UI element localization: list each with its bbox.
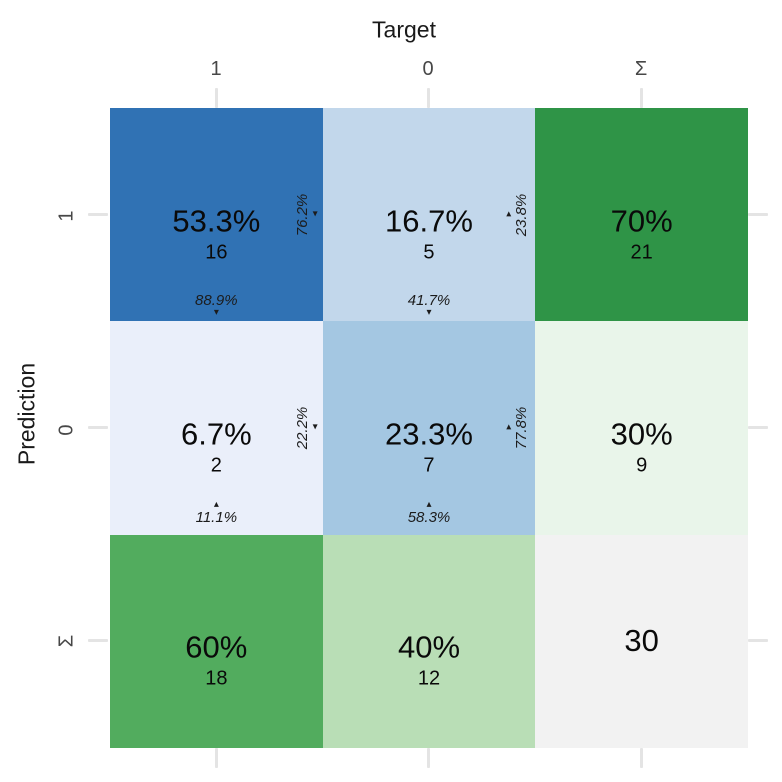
y-tick-label-sum: Σ: [55, 634, 78, 648]
cell-prediction-1-target-1: 53.3% 16 88.9% ▾ 76.2% ▾: [110, 108, 323, 322]
row-percent-label: ▴ 77.8%: [506, 407, 530, 450]
tick-mark: [88, 639, 108, 642]
cell-percent: 30%: [610, 416, 673, 452]
row-percent-label: 22.2% ▾: [294, 407, 318, 450]
tick-mark: [748, 426, 768, 429]
column-percent-value: 41.7%: [407, 292, 451, 310]
row-percent-value: 77.8%: [513, 406, 531, 450]
tick-mark: [748, 639, 768, 642]
cell-main-values: 53.3% 16: [172, 204, 260, 265]
cell-main-values: 30: [624, 624, 658, 658]
cell-main-values: 30% 9: [611, 417, 673, 478]
arrow-up-icon: ▴: [506, 208, 512, 220]
x-tick-label-1: 1: [210, 58, 222, 80]
y-tick-label-1: 1: [55, 210, 78, 222]
column-percent-value: 58.3%: [407, 508, 451, 526]
tick-mark: [88, 213, 108, 216]
cell-percent: 53.3%: [172, 203, 261, 239]
tick-mark: [640, 748, 643, 768]
column-percent-value: 88.9%: [195, 292, 238, 310]
arrow-up-icon: ▴: [506, 421, 512, 433]
cell-main-values: 6.7% 2: [181, 417, 252, 478]
tick-mark: [427, 748, 430, 768]
column-percent-value: 11.1%: [195, 508, 238, 526]
y-tick-label-0: 0: [55, 424, 78, 436]
row-percent-label: 76.2% ▾: [294, 193, 318, 236]
cell-prediction-0-target-1: 6.7% 2 ▴ 11.1% 22.2% ▾: [110, 321, 323, 535]
arrow-up-icon: ▴: [426, 498, 432, 510]
cell-total: 30: [624, 623, 659, 659]
cell-prediction-sum-target-0: 40% 12: [322, 534, 536, 748]
cell-count: 9: [636, 454, 648, 477]
cell-percent: 60%: [185, 629, 248, 665]
cell-percent: 40%: [397, 629, 461, 665]
cell-count: 7: [423, 454, 435, 477]
row-percent-value: 76.2%: [293, 193, 311, 236]
cell-count: 21: [630, 241, 653, 264]
arrow-up-icon: ▴: [213, 498, 219, 510]
x-tick-label-0: 0: [422, 58, 434, 80]
column-percent-label: ▴ 11.1%: [110, 498, 323, 526]
cell-percent: 23.3%: [385, 416, 473, 452]
column-percent-label: 41.7% ▾: [323, 292, 536, 319]
column-percent-label: 88.9% ▾: [110, 292, 323, 319]
arrow-down-icon: ▾: [426, 307, 432, 319]
cell-count: 2: [210, 454, 222, 477]
cell-prediction-0-target-0: 23.3% 7 ▴ 58.3% ▴ 77.8%: [322, 321, 536, 535]
arrow-down-icon: ▾: [213, 307, 219, 319]
cell-percent: 6.7%: [180, 416, 252, 452]
cell-count: 12: [417, 667, 441, 690]
x-axis-title: Target: [372, 16, 436, 43]
cell-prediction-1-target-sum: 70% 21: [535, 108, 748, 322]
row-percent-value: 22.2%: [293, 406, 311, 450]
cell-prediction-sum-target-sum: 30: [535, 534, 748, 748]
cell-prediction-0-target-sum: 30% 9: [535, 321, 748, 535]
cell-prediction-sum-target-1: 60% 18: [110, 534, 323, 748]
tick-mark: [215, 748, 218, 768]
column-percent-label: ▴ 58.3%: [323, 498, 536, 526]
tick-mark: [215, 88, 218, 108]
cell-main-values: 40% 12: [397, 629, 461, 692]
tick-mark: [427, 88, 430, 108]
cell-prediction-1-target-0: 16.7% 5 41.7% ▾ ▴ 23.8%: [322, 108, 536, 322]
cell-percent: 16.7%: [385, 203, 473, 239]
cell-main-values: 60% 18: [185, 629, 248, 692]
arrow-down-icon: ▾: [312, 421, 318, 433]
cell-main-values: 23.3% 7: [385, 417, 473, 478]
cell-count: 5: [423, 241, 435, 264]
matrix-grid: 53.3% 16 88.9% ▾ 76.2% ▾ 16.7% 5 41.7% ▾: [110, 108, 748, 748]
tick-mark: [748, 213, 768, 216]
cell-main-values: 16.7% 5: [385, 204, 473, 265]
cell-count: 16: [205, 241, 228, 264]
tick-mark: [88, 426, 108, 429]
y-axis-title: Prediction: [13, 362, 40, 466]
x-tick-label-sum: Σ: [634, 58, 648, 80]
cell-percent: 70%: [610, 203, 673, 239]
tick-mark: [640, 88, 643, 108]
cell-main-values: 70% 21: [611, 204, 673, 265]
arrow-down-icon: ▾: [312, 208, 318, 220]
row-percent-value: 23.8%: [513, 193, 531, 236]
cell-count: 18: [205, 667, 228, 690]
row-percent-label: ▴ 23.8%: [506, 193, 530, 236]
